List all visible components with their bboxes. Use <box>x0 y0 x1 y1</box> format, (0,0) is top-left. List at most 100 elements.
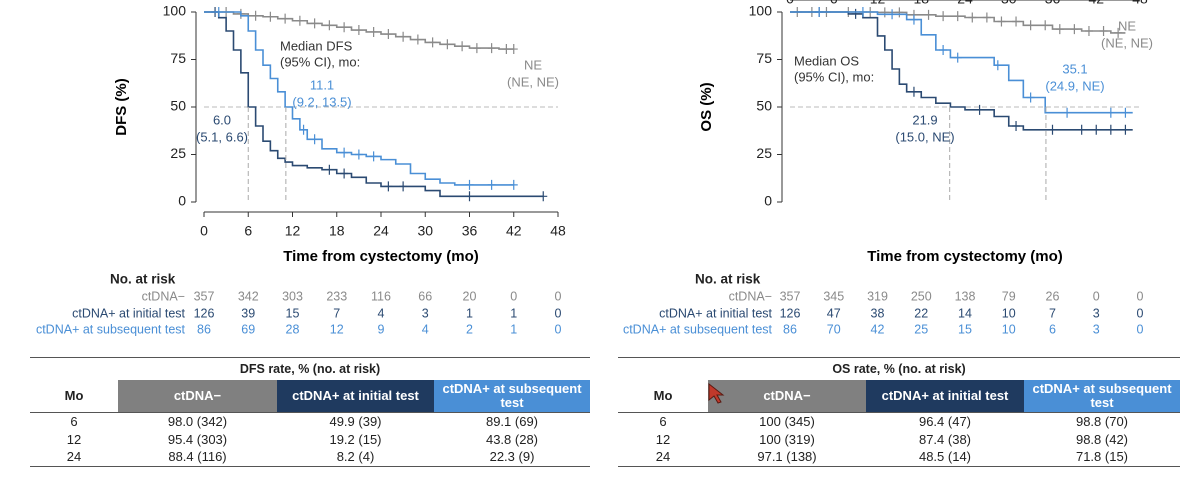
median-label: NE <box>1118 18 1136 33</box>
censor-mark <box>502 44 511 55</box>
table-rule <box>30 465 590 467</box>
annotation: (95% CI), mo: <box>794 69 874 84</box>
y-tick-label: 75 <box>170 50 186 66</box>
risk-count: 138 <box>955 289 976 303</box>
y-axis-title: DFS (%) <box>113 78 130 136</box>
table-cell: 12 <box>66 431 82 447</box>
table-cell: 22.3 (9) <box>489 449 535 464</box>
column-header: ctDNA+ at initial test <box>277 380 434 412</box>
x-tick-label: 30 <box>1001 0 1017 7</box>
risk-count: 357 <box>194 289 215 303</box>
x-tick-label: 12 <box>870 0 886 7</box>
censor-mark <box>1026 20 1035 31</box>
risk-count: 1 <box>510 322 517 336</box>
x-tick-label: 18 <box>913 0 929 7</box>
censor-mark <box>354 25 363 36</box>
risk-count: 10 <box>1002 306 1016 320</box>
table-cell: 6 <box>70 414 78 429</box>
censor-mark <box>997 16 1006 27</box>
censor-mark <box>443 39 452 50</box>
risk-count: 116 <box>371 289 391 303</box>
censor-mark <box>1026 92 1035 103</box>
table-cell: 43.8 (28) <box>485 431 539 447</box>
survival-curve <box>790 11 1133 114</box>
risk-count: 14 <box>958 306 972 320</box>
table-cell: 98.0 (342) <box>167 414 228 429</box>
risk-count: 4 <box>378 306 385 320</box>
risk-count: 39 <box>241 306 255 320</box>
x-tick-label: 30 <box>417 223 433 239</box>
censor-mark <box>858 7 867 17</box>
risk-count: 2 <box>466 322 473 336</box>
x-tick-label: 12 <box>285 223 301 239</box>
censor-mark <box>815 7 824 17</box>
table-title: DFS rate, % (no. at risk) <box>30 357 590 380</box>
censor-mark <box>953 52 962 63</box>
median-ci: (NE, NE) <box>1101 35 1153 50</box>
median-label: NE <box>524 57 542 72</box>
risk-count: 0 <box>555 322 562 336</box>
table-row: 6 100 (345) 96.4 (47) 98.8 (70) <box>618 413 1180 431</box>
censor-mark <box>1048 124 1057 135</box>
table-cell: 12 <box>655 431 671 447</box>
median-ci: (5.1, 6.6) <box>196 129 248 144</box>
y-tick-label: 100 <box>749 3 773 19</box>
censor-mark <box>975 104 984 115</box>
censor-mark <box>325 164 334 175</box>
risk-row-label: ctDNA+ at initial test <box>72 306 185 320</box>
rate-table: OS rate, % (no. at risk) Mo ctDNA− ctDNA+ a… <box>618 357 1180 467</box>
column-header: ctDNA+ at subsequent test <box>434 380 590 412</box>
rate-table: DFS rate, % (no. at risk) Mo ctDNA− ctDNA+ … <box>30 357 590 467</box>
risk-count: 20 <box>463 289 477 303</box>
censor-mark <box>509 44 518 55</box>
table-cell: 71.8 (15) <box>1075 449 1129 464</box>
table-cell: 6 <box>659 414 667 429</box>
censor-mark <box>458 41 467 52</box>
risk-count: 9 <box>378 322 385 336</box>
table-rule <box>618 465 1180 467</box>
risk-count: 22 <box>914 306 928 320</box>
risk-count: 3 <box>1093 322 1100 336</box>
censor-mark <box>487 43 496 54</box>
censor-mark <box>1099 26 1108 36</box>
censor-mark <box>1041 20 1050 31</box>
table-title: OS rate, % (no. at risk) <box>618 357 1180 380</box>
risk-count: 342 <box>238 289 259 303</box>
risk-count: 66 <box>418 289 432 303</box>
table-cell: 49.9 (39) <box>329 414 382 429</box>
column-header: ctDNA+ at subsequent test <box>1024 380 1180 412</box>
risk-count: 0 <box>555 306 562 320</box>
table-cell: 87.4 (38) <box>918 431 972 447</box>
censor-mark <box>1121 107 1130 118</box>
table-row: 24 97.1 (138) 48.5 (14) 71.8 (15) <box>618 448 1180 466</box>
censor-mark <box>281 13 290 24</box>
risk-count: 7 <box>1049 306 1056 320</box>
median-ci: (9.2, 13.5) <box>292 94 351 109</box>
annotation: Median DFS <box>280 38 353 53</box>
censor-mark <box>880 7 889 18</box>
risk-count: 10 <box>1002 322 1016 336</box>
table-row: 6 98.0 (342) 49.9 (39) 89.1 (69) <box>30 413 590 431</box>
risk-count: 303 <box>282 289 303 303</box>
median-ci: (15.0, NE) <box>895 129 954 144</box>
censor-mark <box>465 179 474 190</box>
censor-mark <box>1070 24 1079 35</box>
risk-count: 0 <box>1093 289 1100 303</box>
x-tick-label: 24 <box>957 0 973 7</box>
censor-mark <box>1092 124 1101 135</box>
table-cell: 97.1 (138) <box>757 449 817 464</box>
y-tick-label: 0 <box>764 193 772 209</box>
table-cell: 24 <box>655 449 671 464</box>
censor-mark <box>924 9 933 20</box>
censor-mark <box>266 11 275 22</box>
median-label: 35.1 <box>1062 61 1087 76</box>
censor-mark <box>299 124 308 135</box>
y-tick-label: 0 <box>178 193 186 209</box>
censor-mark <box>325 20 334 31</box>
censor-mark <box>295 15 304 26</box>
risk-count: 38 <box>871 306 885 320</box>
censor-mark <box>1012 16 1021 27</box>
risk-count: 0 <box>510 289 517 303</box>
censor-mark <box>909 14 918 25</box>
